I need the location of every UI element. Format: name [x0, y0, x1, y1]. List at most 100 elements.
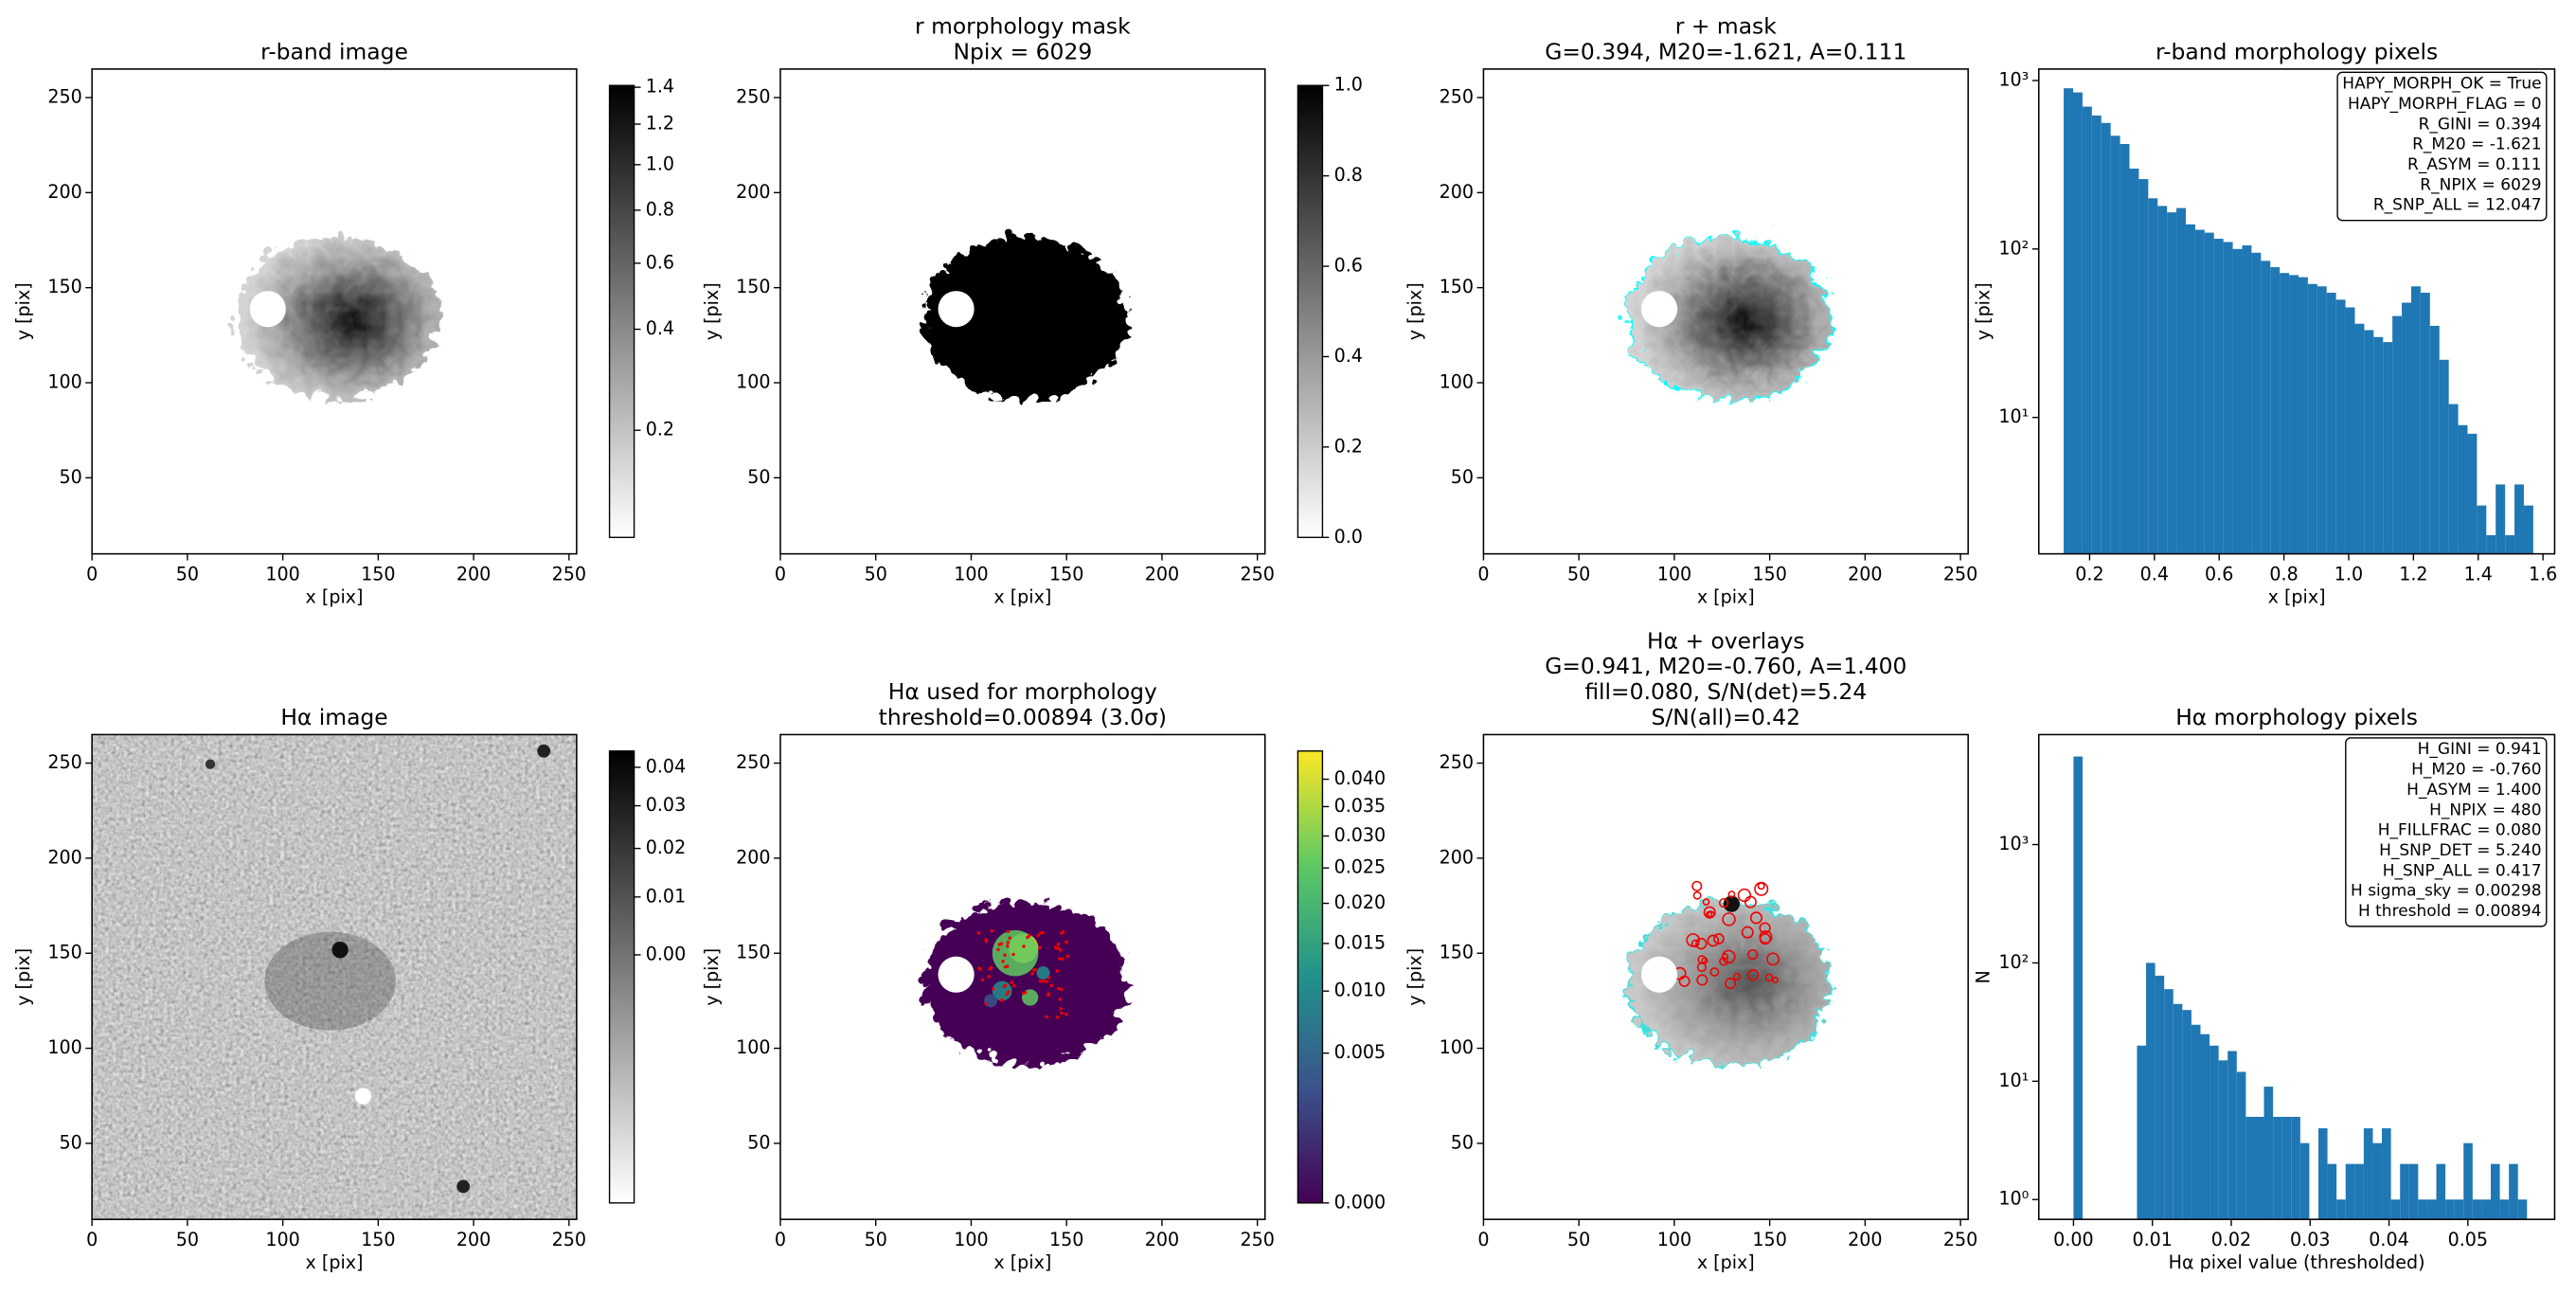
detected-pixel [1006, 944, 1010, 948]
detected-pixel [976, 931, 980, 935]
stats-line: HAPY_MORPH_OK = True [2342, 75, 2541, 94]
x-tick-label: 200 [456, 564, 491, 585]
x-axis-label: x [pix] [306, 587, 364, 608]
histogram-bar [2209, 1045, 2219, 1220]
y-axis-label: y [pix] [1405, 282, 1426, 340]
detected-pixel [1059, 1007, 1063, 1011]
panel-title: Npix = 6029 [953, 38, 1092, 64]
detected-pixel [1064, 940, 1068, 944]
detected-pixel [990, 928, 994, 933]
x-tick-label: 0 [775, 1230, 786, 1250]
detected-pixel [1060, 987, 1064, 992]
x-tick-label: 250 [552, 564, 586, 585]
detected-contour [1757, 882, 1765, 890]
y-tick-label: 10² [1998, 952, 2029, 973]
detected-pixel [1056, 943, 1061, 946]
y-tick-label: 10¹ [1998, 406, 2029, 427]
detected-contour [1759, 930, 1773, 944]
detected-contour [1692, 890, 1702, 900]
stats-line: H_M20 = -0.760 [2411, 761, 2541, 780]
y-axis-label: N [1974, 970, 1995, 983]
stats-line: H threshold = 0.00894 [2358, 902, 2542, 921]
histogram-bar [2436, 1163, 2446, 1220]
stats-line: H_SNP_ALL = 0.417 [2383, 861, 2542, 880]
colorbar-tick-label: 0.03 [646, 795, 686, 816]
detected-contour [1727, 890, 1736, 898]
x-tick-label: 1.2 [2399, 564, 2427, 585]
y-tick-label: 10³ [1998, 834, 2029, 854]
histogram-bar [2486, 534, 2496, 554]
x-tick-label: 250 [1943, 1230, 1977, 1250]
ha-spot [354, 1088, 372, 1105]
histogram-bar [2517, 1199, 2528, 1220]
histogram-bar [2185, 224, 2195, 554]
detected-pixel [1065, 954, 1069, 959]
axes-frame [2037, 68, 2556, 555]
x-tick-label: 0.03 [2290, 1230, 2330, 1250]
axes-frame [1482, 733, 1969, 1220]
axes-frame [91, 68, 578, 555]
source-region [918, 229, 1122, 395]
y-tick-label: 10⁰ [1998, 1189, 2029, 1210]
detected-pixel [1045, 1015, 1048, 1019]
ha-emission [992, 980, 1012, 1001]
detected-contour [1696, 962, 1707, 973]
panel-title: G=0.394, M20=-1.621, A=0.111 [1545, 38, 1906, 64]
detected-contour [1764, 973, 1774, 982]
y-tick-label: 250 [1440, 86, 1474, 107]
detected-pixel [1038, 980, 1043, 983]
x-tick-label: 100 [265, 564, 299, 585]
x-tick-label: 100 [954, 1230, 988, 1250]
histogram-bar [2509, 1163, 2518, 1220]
detected-contour [1707, 934, 1720, 947]
x-tick-label: 50 [865, 1230, 887, 1250]
histogram-bar [2245, 1116, 2255, 1220]
histogram-bar [2289, 275, 2299, 554]
panel-title: Hα morphology pixels [2175, 704, 2418, 730]
detected-contour [1718, 897, 1729, 908]
histogram-bar [2354, 323, 2365, 554]
histogram-bar [2137, 1045, 2147, 1220]
histogram-bar [2164, 989, 2174, 1220]
detected-pixel [1058, 948, 1063, 952]
plot-area [1620, 880, 1827, 1061]
detected-pixel [1058, 998, 1063, 1001]
histogram-bar [2439, 359, 2449, 554]
colorbar-tick-label: 0.8 [1334, 165, 1363, 186]
y-tick-label: 50 [747, 467, 770, 488]
axes-frame [91, 733, 578, 1220]
detected-contour [1766, 952, 1780, 966]
detected-contour [1725, 978, 1737, 990]
x-tick-label: 250 [1943, 564, 1977, 585]
source-region [918, 895, 1122, 1060]
histogram-bar [2429, 325, 2440, 554]
x-tick-label: 50 [176, 564, 199, 585]
y-tick-label: 200 [47, 847, 81, 868]
colorbar-tick-label: 0.040 [1334, 768, 1386, 789]
colorbar-tick-label: 1.4 [646, 77, 674, 98]
detected-pixel [1000, 998, 1005, 1002]
y-tick-label: 100 [47, 1037, 81, 1058]
x-axis-label: x [pix] [1697, 1252, 1755, 1273]
x-tick-label: 0 [1477, 1230, 1489, 1250]
x-tick-label: 100 [1657, 564, 1691, 585]
colorbar-tick-label: 0.02 [646, 837, 686, 858]
source-region [1621, 229, 1826, 395]
stats-line: R_ASYM = 0.111 [2407, 155, 2542, 174]
colorbar-tick-label: 0.035 [1334, 796, 1386, 817]
histogram-bar [2200, 1034, 2210, 1220]
histogram-bar [2299, 1142, 2310, 1220]
plot-area [1620, 229, 1827, 396]
detected-pixel [1036, 933, 1041, 938]
histogram-bar [2148, 198, 2158, 554]
masked-star [1640, 291, 1678, 328]
source-region [1620, 894, 1827, 1061]
histogram-bar [2383, 342, 2393, 554]
x-tick-label: 50 [1567, 1230, 1590, 1250]
detected-pixel [1005, 992, 1009, 997]
histogram-bar [2191, 1024, 2201, 1220]
panel-title: r + mask [1675, 13, 1777, 40]
histogram-bar [2146, 962, 2156, 1220]
detected-contour [1747, 948, 1759, 961]
